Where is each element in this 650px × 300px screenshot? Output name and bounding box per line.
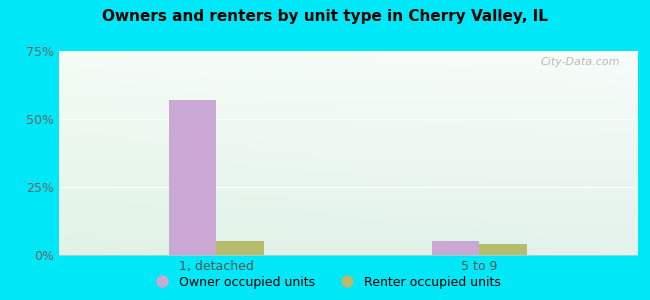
Text: City-Data.com: City-Data.com [540,57,619,67]
Bar [216,242,264,255]
Legend: Owner occupied units, Renter occupied units: Owner occupied units, Renter occupied un… [144,271,506,294]
Bar [432,242,479,255]
Text: Owners and renters by unit type in Cherry Valley, IL: Owners and renters by unit type in Cherr… [102,9,548,24]
Bar [479,244,526,255]
Bar [169,100,216,255]
